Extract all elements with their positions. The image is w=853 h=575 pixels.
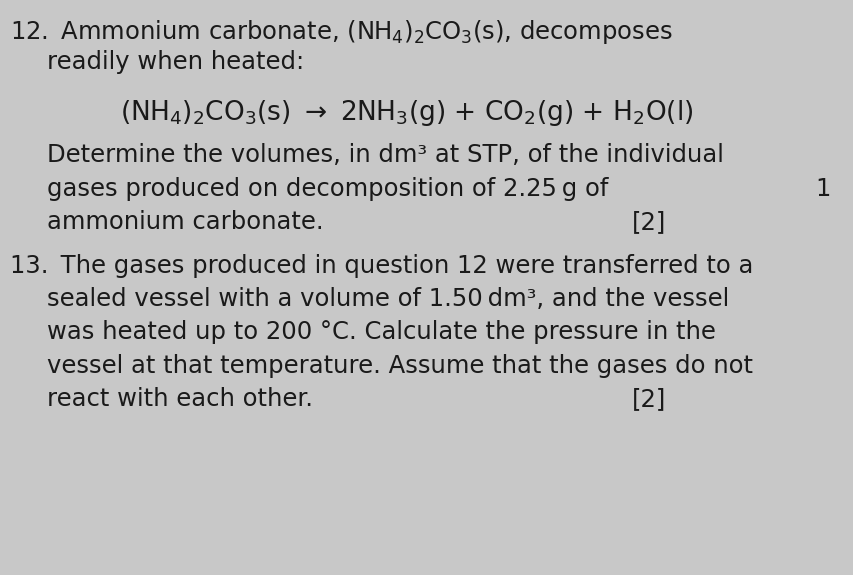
Text: vessel at that temperature. Assume that the gases do not: vessel at that temperature. Assume that … bbox=[47, 354, 752, 378]
Text: react with each other.: react with each other. bbox=[47, 387, 312, 411]
Text: [2]: [2] bbox=[631, 210, 665, 234]
Text: readily when heated:: readily when heated: bbox=[47, 50, 304, 74]
Text: gases produced on decomposition of 2.25 g of: gases produced on decomposition of 2.25 … bbox=[47, 177, 607, 201]
Text: (NH$_4$)$_2$CO$_3$(s) $\rightarrow$ 2NH$_3$(g) + CO$_2$(g) + H$_2$O(l): (NH$_4$)$_2$CO$_3$(s) $\rightarrow$ 2NH$… bbox=[119, 98, 692, 128]
Text: [2]: [2] bbox=[631, 387, 665, 411]
Text: sealed vessel with a volume of 1.50 dm³, and the vessel: sealed vessel with a volume of 1.50 dm³,… bbox=[47, 287, 728, 311]
Text: ammonium carbonate.: ammonium carbonate. bbox=[47, 210, 323, 234]
Text: 1: 1 bbox=[815, 177, 830, 201]
Text: was heated up to 200 °C. Calculate the pressure in the: was heated up to 200 °C. Calculate the p… bbox=[47, 320, 715, 344]
Text: 12. Ammonium carbonate, (NH$_4$)$_2$CO$_3$(s), decomposes: 12. Ammonium carbonate, (NH$_4$)$_2$CO$_… bbox=[10, 18, 672, 47]
Text: 13. The gases produced in question 12 were transferred to a: 13. The gases produced in question 12 we… bbox=[10, 254, 752, 278]
Text: Determine the volumes, in dm³ at STP, of the individual: Determine the volumes, in dm³ at STP, of… bbox=[47, 144, 723, 167]
